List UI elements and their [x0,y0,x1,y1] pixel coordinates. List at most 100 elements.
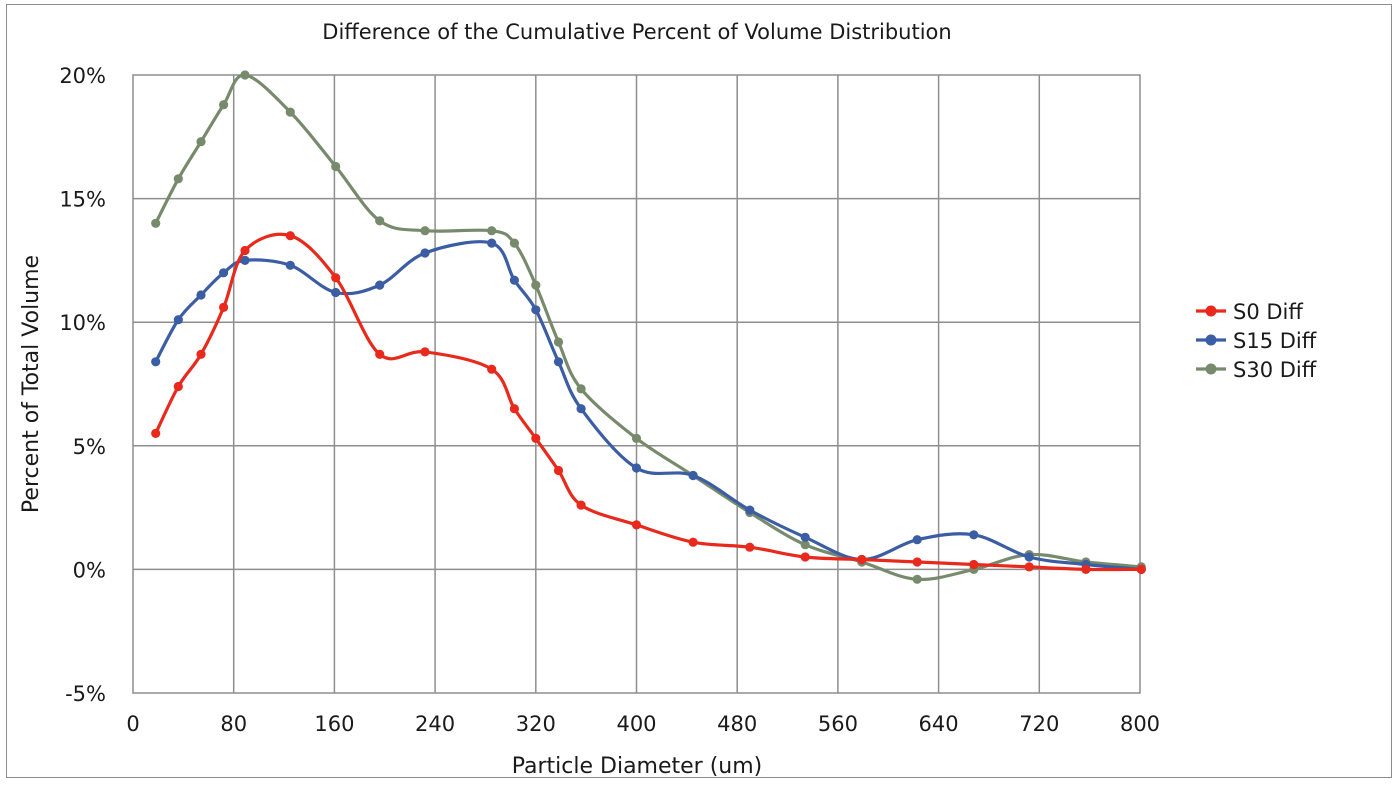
y-tick-label: 10% [59,311,106,335]
data-point [285,231,295,241]
data-point [1024,552,1034,562]
data-point [331,273,341,283]
data-point [285,107,295,117]
data-point [531,280,541,290]
data-point [509,238,519,248]
data-point [531,433,541,443]
legend-item-s30-diff: S30 Diff [1196,358,1317,382]
data-point [420,226,430,236]
data-point [553,357,564,367]
legend-label: S30 Diff [1233,358,1317,382]
series-line-s0-diff [154,232,1142,572]
data-point [240,255,250,265]
data-point [173,315,183,325]
legend-swatch-marker [1205,305,1217,317]
data-point [285,260,295,270]
x-tick-label: 400 [616,712,656,736]
data-point [745,542,755,552]
data-point [745,505,755,515]
data-point [800,552,810,562]
x-tick-label: 480 [717,712,757,736]
x-tick-label: 560 [818,712,858,736]
y-axis-title: Percent of Total Volume [19,255,44,513]
x-axis-ticks: 0 80 160 240 320 400 480 560 640 720 800 [126,712,1160,736]
series-s30-diff [151,70,1146,584]
x-tick-label: 640 [919,712,959,736]
data-point [375,349,385,359]
data-point [857,554,867,565]
data-point [631,433,642,443]
data-point [219,302,229,312]
legend-item-s15-diff: S15 Diff [1196,329,1317,353]
legend-label: S15 Diff [1233,329,1317,353]
data-point [969,530,979,540]
data-point [420,248,430,258]
data-point [509,404,519,414]
data-point [912,557,922,567]
series-group [151,70,1146,584]
data-point [912,535,922,545]
plot-area [132,74,1141,694]
data-point [1024,562,1034,572]
data-point [631,463,642,473]
data-point [219,100,229,110]
chart-title: Difference of the Cumulative Percent of … [322,20,951,44]
data-point [576,384,586,394]
data-point [375,280,385,290]
legend-swatch-marker [1205,334,1217,346]
data-point [196,290,206,300]
x-axis-title: Particle Diameter (um) [512,754,763,779]
data-point [375,216,385,226]
data-point [331,161,341,172]
data-point [576,500,586,510]
legend-item-s0-diff: S0 Diff [1196,300,1303,324]
x-tick-label: 240 [415,712,455,736]
legend-swatch-marker [1205,363,1217,375]
data-point [553,465,564,476]
chart-frame [6,4,1392,778]
data-point [509,275,519,285]
x-tick-label: 320 [516,712,556,736]
y-tick-label: 0% [73,558,106,582]
x-tick-label: 160 [314,712,354,736]
series-line-s30-diff [154,73,1142,581]
y-tick-label: 15% [59,188,106,212]
y-tick-label: -5% [65,682,106,706]
data-point [688,470,698,481]
data-point [219,268,229,278]
x-tick-label: 80 [220,712,247,736]
data-point [800,532,810,542]
data-point [800,540,810,550]
data-point [1136,564,1146,575]
data-point [151,357,161,367]
legend: S0 Diff S15 Diff S30 Diff [1196,300,1317,382]
data-point [240,70,250,80]
data-point [1081,564,1091,575]
y-tick-label: 5% [73,435,106,459]
data-point [420,347,430,357]
data-point [196,137,206,147]
data-point [173,381,183,392]
y-axis-ticks: -5% 0% 5% 10% 15% 20% [59,64,106,706]
data-point [151,218,161,228]
data-point [553,337,564,347]
data-point [531,305,541,315]
data-point [576,404,586,414]
data-point [151,428,161,438]
y-tick-label: 20% [59,64,106,88]
x-tick-label: 800 [1120,712,1160,736]
data-point [487,226,497,236]
data-point [631,520,642,530]
series-s15-diff [151,238,1146,575]
gridlines [133,75,1140,693]
data-point [240,245,250,256]
x-tick-label: 720 [1019,712,1059,736]
series-line-s15-diff [154,240,1142,571]
x-tick-label: 0 [126,712,139,736]
legend-label: S0 Diff [1233,300,1303,324]
data-point [487,364,497,374]
data-point [912,574,922,584]
data-point [487,238,497,248]
data-point [688,537,698,547]
